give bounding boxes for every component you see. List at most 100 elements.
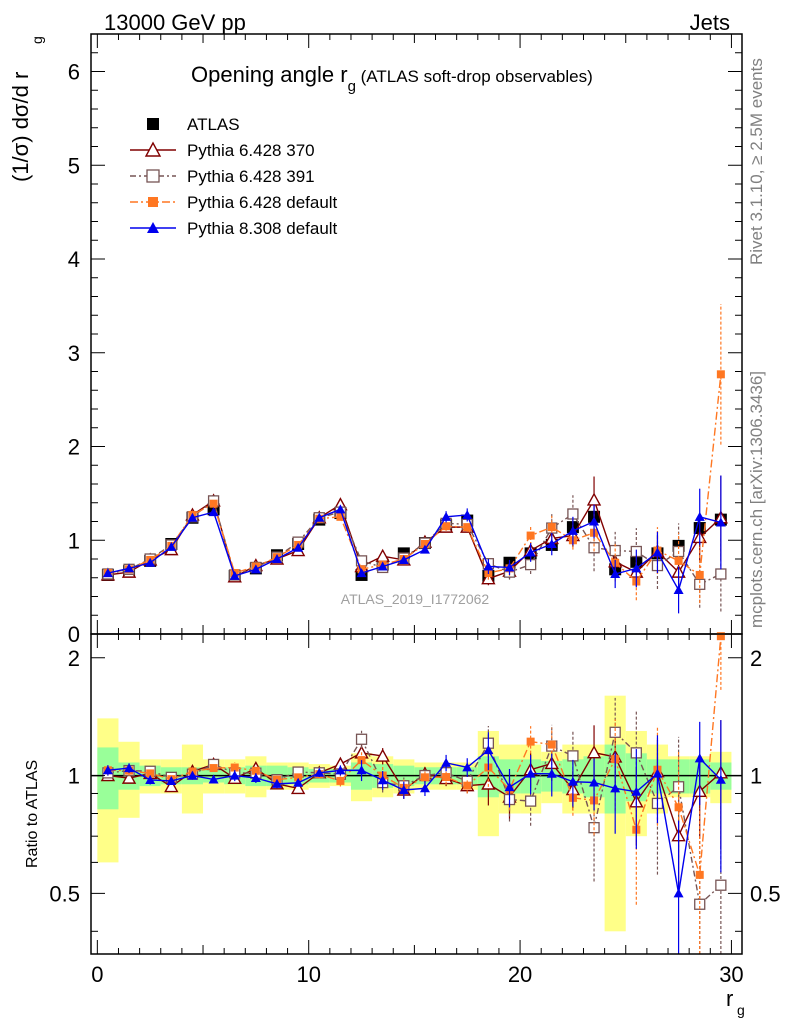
ratio-point <box>146 769 155 778</box>
y-tick-label: 6 <box>68 60 80 85</box>
ratio-point <box>335 765 346 775</box>
y-axis-label-main: (1/σ) dσ/d r <box>8 72 33 182</box>
y-tick-label: 3 <box>68 341 80 366</box>
ratio-series-4 <box>102 720 726 954</box>
header-process-label: Jets <box>690 10 730 35</box>
analysis-watermark: ATLAS_2019_I1772062 <box>341 591 490 607</box>
data-point <box>356 568 367 578</box>
ratio-point <box>567 750 579 762</box>
main-panel: 0 1 2 3 4 5 6 <box>68 33 743 647</box>
data-point <box>695 570 704 579</box>
data-point <box>336 512 345 521</box>
ratio-point <box>504 782 515 792</box>
ratio-y-axis-label: Ratio to ATLAS <box>24 760 41 868</box>
chart-title-main: Opening angle r <box>191 62 348 87</box>
ratio-point <box>166 775 177 785</box>
y-tick-label: 4 <box>68 247 80 272</box>
ratio-point <box>164 779 179 793</box>
ratio-point <box>356 765 367 775</box>
ratio-point <box>673 888 684 898</box>
data-point <box>586 492 602 506</box>
chart-title-sub: g <box>348 78 356 95</box>
ratio-point <box>524 795 537 807</box>
legend-marker <box>146 169 160 183</box>
data-point <box>589 516 600 526</box>
data-point <box>631 563 642 573</box>
ratio-point <box>419 783 430 793</box>
data-point <box>694 511 705 521</box>
data-point <box>463 523 472 532</box>
legend-label: ATLAS <box>187 115 240 134</box>
series-1 <box>100 475 729 591</box>
data-point <box>229 570 240 580</box>
data-point <box>377 561 388 571</box>
legend: ATLAS Pythia 6.428 370 Pythia 6.428 391 Pyt… <box>130 115 338 238</box>
side-label-mcplots: mcplots.cern.ch [arXiv:1306.3436] <box>747 371 766 628</box>
ratio-point <box>546 768 557 778</box>
ratio-point <box>695 870 704 879</box>
data-point <box>526 531 535 540</box>
x-tick-label: 20 <box>508 962 532 987</box>
ratio-y-tick-label: 0.5 <box>49 881 80 906</box>
legend-entry: ATLAS <box>147 115 240 134</box>
legend-entry: Pythia 6.428 default <box>130 193 338 212</box>
ratio-point <box>209 764 218 773</box>
legend-marker <box>147 222 159 233</box>
legend-label: Pythia 6.428 default <box>187 193 338 212</box>
data-point <box>546 539 557 548</box>
ratio-series-line <box>107 749 722 894</box>
ratio-point <box>355 733 368 745</box>
ratio-point <box>420 773 429 782</box>
data-point <box>462 509 473 519</box>
x-tick-label: 10 <box>296 962 320 987</box>
data-point <box>124 563 135 573</box>
ratio-point <box>375 748 390 762</box>
data-point <box>567 525 578 535</box>
y-tick-label: 1 <box>68 528 80 553</box>
x-tick-label: 30 <box>719 962 743 987</box>
x-tick-label: 0 <box>91 962 103 987</box>
ratio-point <box>230 763 239 772</box>
data-point <box>673 584 684 594</box>
ratio-y-tick-label-right: 0.5 <box>750 881 781 906</box>
data-point <box>588 542 600 554</box>
legend-entry: Pythia 8.308 default <box>130 219 338 238</box>
data-point <box>694 578 706 590</box>
legend-label: Pythia 6.428 370 <box>187 141 315 160</box>
ratio-point <box>716 632 725 641</box>
ratio-point <box>229 770 240 780</box>
x-axis-label-sub: g <box>737 1002 745 1018</box>
ratio-panel: 0 10 20 300.5 0.51 12 2 <box>49 34 781 987</box>
ratio-point <box>187 770 198 780</box>
ratio-point <box>694 898 706 910</box>
data-point <box>441 511 452 521</box>
ratio-point <box>251 766 260 775</box>
ratio-point <box>715 879 727 891</box>
data-point <box>674 556 683 565</box>
side-label-rivet: Rivet 3.1.10, ≥ 2.5M events <box>747 58 766 265</box>
legend-label: Pythia 8.308 default <box>187 219 338 238</box>
ratio-point <box>463 781 472 790</box>
ratio-frame <box>90 633 743 955</box>
data-point <box>652 547 663 557</box>
ratio-point <box>208 774 219 784</box>
ratio-point <box>481 776 496 790</box>
ratio-point <box>715 774 726 784</box>
data-point <box>547 523 556 532</box>
y-tick-label: 2 <box>68 435 80 460</box>
ratio-point <box>547 740 556 749</box>
y-tick-label: 5 <box>68 153 80 178</box>
ratio-point <box>652 768 663 778</box>
data-point <box>420 540 429 548</box>
ratio-point <box>483 745 494 755</box>
data-point <box>504 562 515 572</box>
ratio-y-tick-label: 2 <box>68 646 80 671</box>
ratio-point <box>377 775 388 785</box>
ratio-point <box>441 757 452 767</box>
data-point <box>375 548 390 562</box>
ratio-point <box>672 781 685 793</box>
legend-label: Pythia 6.428 391 <box>187 167 315 186</box>
y-axis-label-sub: g <box>29 36 45 44</box>
data-point <box>208 507 219 517</box>
